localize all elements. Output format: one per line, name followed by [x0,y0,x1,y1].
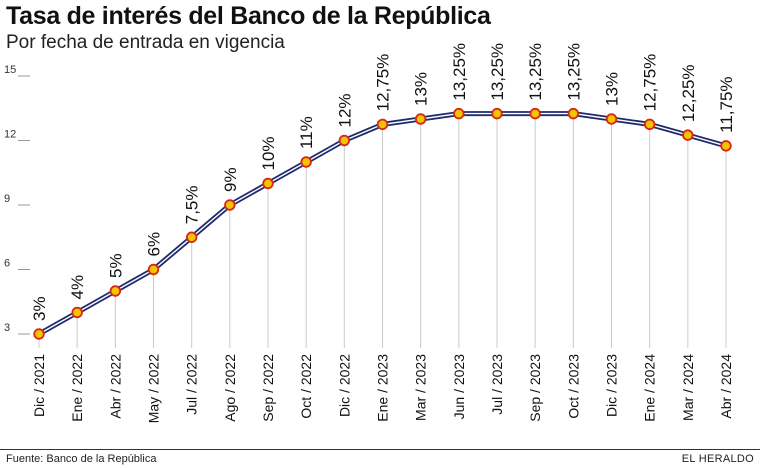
x-tick-label: Ago / 2022 [222,354,238,422]
data-point [147,263,160,276]
gridlines [38,113,727,348]
x-tick-label: Mar / 2023 [413,354,429,421]
data-point [491,107,503,120]
x-tick-label: Jun / 2023 [451,354,467,420]
x-tick-label: Abr / 2024 [718,354,734,419]
data-point [262,177,274,190]
data-label: 13% [603,72,622,106]
chart-subtitle: Por fecha de entrada en vigencia [6,32,285,53]
source-note: Fuente: Banco de la República [6,453,157,465]
data-point [529,107,541,120]
x-tick-label: Jul / 2023 [489,354,505,415]
data-point [300,156,312,168]
data-label: 12% [335,93,354,127]
x-tick-label: Sep / 2022 [260,354,276,422]
x-tick-label: May / 2022 [146,354,162,423]
data-label: 13,25% [450,43,469,101]
x-tick-label: Oct / 2023 [565,354,581,419]
x-tick-label: Dic / 2021 [31,354,47,417]
x-tick-label: Sep / 2023 [527,354,543,422]
y-tick-label: 15 [4,64,16,76]
data-point [185,231,198,243]
data-point [643,118,656,131]
x-tick-label: Jul / 2022 [184,354,200,415]
x-tick-label: Ene / 2023 [375,354,391,422]
y-tick-label: 6 [4,258,10,270]
data-point [682,129,694,141]
x-axis-ticks: Dic / 2021 Ene / 2022 Abr / 2022 May / 2022… [31,354,734,423]
data-point [224,199,236,211]
x-tick-label: Mar / 2024 [680,354,696,421]
data-point [338,134,351,147]
data-point [605,113,618,125]
data-label: 11,75% [717,76,736,132]
data-point [720,140,732,152]
x-tick-label: Dic / 2023 [604,354,620,417]
data-label: 6% [145,232,164,257]
data-point [414,113,427,125]
data-label: 3% [30,296,49,321]
brand-logo: EL HERALDO [681,453,754,465]
data-label: 10% [259,136,278,170]
x-tick-label: Oct / 2022 [298,354,314,419]
x-tick-label: Ene / 2024 [642,354,658,422]
data-point [376,118,389,131]
data-label: 12,25% [679,64,698,122]
data-label: 13,25% [488,43,507,101]
x-tick-label: Dic / 2022 [336,354,352,417]
data-label: 5% [106,253,125,278]
y-axis-ticks: 3 6 9 12 15 [4,64,30,335]
data-labels: 3% 4% 5% 6% 7,5% 9% 10% 11% 12% 12,75% 13% 13,25% 13… [30,43,736,321]
line-chart: 3 6 9 12 15 3% 4% 5% 6% 7,5% 9% 10% 11% 12% 12,75% 13%… [4,43,736,423]
data-label: 13,25% [526,43,545,101]
series-markers [33,107,732,340]
data-label: 13% [412,72,431,106]
data-label: 12,75% [641,54,660,112]
y-tick-label: 12 [4,129,16,141]
data-label: 7,5% [183,186,202,225]
footer-divider [0,449,760,450]
data-point [33,328,45,340]
x-tick-label: Abr / 2022 [107,354,123,419]
data-label: 9% [221,167,240,192]
data-label: 11% [297,116,316,149]
data-label: 4% [68,275,87,300]
y-tick-label: 3 [4,322,10,334]
x-tick-label: Ene / 2022 [69,354,85,422]
data-label: 13,25% [564,43,583,101]
data-point [71,306,83,319]
data-point [453,107,465,120]
data-point [109,285,122,297]
data-label: 12,75% [374,54,393,112]
data-point [567,107,580,120]
chart-title: Tasa de interés del Banco de la Repúblic… [6,2,491,30]
y-tick-label: 9 [4,193,10,205]
